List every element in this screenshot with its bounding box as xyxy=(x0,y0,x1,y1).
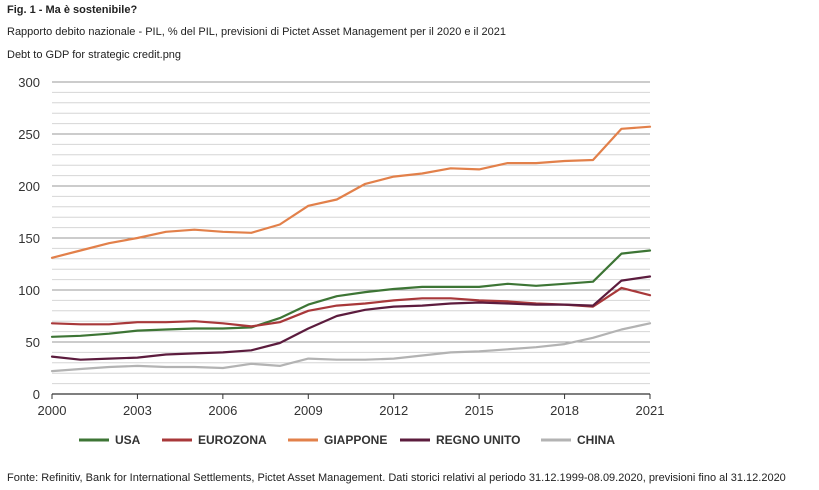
x-tick-label: 2012 xyxy=(379,403,408,418)
series-line-0 xyxy=(50,249,652,338)
y-tick-label: 150 xyxy=(18,231,40,246)
figure-label: Fig. 1 - Ma è sostenibile? xyxy=(7,4,138,16)
x-tick-label: 2009 xyxy=(294,403,323,418)
x-tick-label: 2000 xyxy=(38,403,67,418)
image-filename: Debt to GDP for strategic credit.png xyxy=(7,49,182,61)
legend-label: CHINA xyxy=(577,433,615,447)
legend-label: USA xyxy=(115,433,141,447)
series-line-2 xyxy=(50,125,652,259)
chart-legend: USA EUROZONA GIAPPONE REGNO UNITO CHINA xyxy=(79,433,615,447)
x-tick-label: 2021 xyxy=(636,403,665,418)
y-tick-label: 100 xyxy=(18,283,40,298)
y-tick-label: 250 xyxy=(18,127,40,142)
legend-label: REGNO UNITO xyxy=(436,433,520,447)
x-tick-label: 2006 xyxy=(208,403,237,418)
series-line-3 xyxy=(50,275,652,361)
series-line-4 xyxy=(50,322,652,373)
x-tick-label: 2003 xyxy=(123,403,152,418)
chart-grid xyxy=(52,81,650,385)
chart-series xyxy=(50,125,652,373)
legend-label: EUROZONA xyxy=(198,433,267,447)
y-tick-label: 0 xyxy=(33,387,40,402)
source-footnote: Fonte: Refinitiv, Bank for International… xyxy=(7,472,786,484)
line-chart: 0 50 100 150 200 250 300 2000 2003 2006 2009 2012 20… xyxy=(18,75,664,447)
x-tick-label: 2015 xyxy=(465,403,494,418)
y-tick-label: 300 xyxy=(18,75,40,90)
y-tick-label: 50 xyxy=(26,335,40,350)
y-tick-label: 200 xyxy=(18,179,40,194)
legend-label: GIAPPONE xyxy=(324,433,387,447)
chart-subtitle: Rapporto debito nazionale - PIL, % del P… xyxy=(7,26,506,38)
x-tick-label: 2018 xyxy=(550,403,579,418)
chart-axes: 0 50 100 150 200 250 300 2000 2003 2006 2009 2012 20… xyxy=(18,75,664,418)
